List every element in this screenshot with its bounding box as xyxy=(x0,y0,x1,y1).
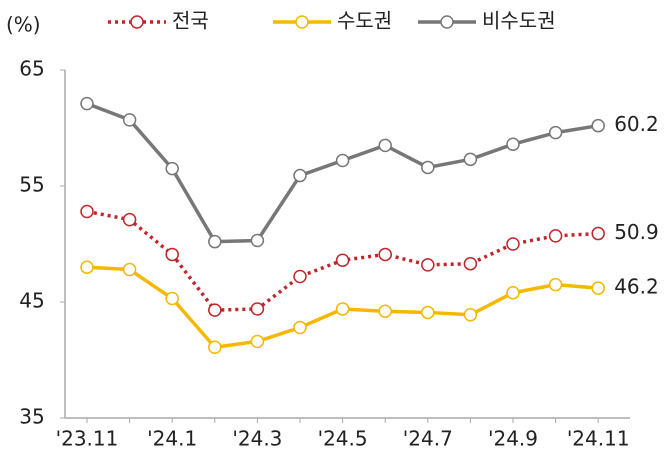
point xyxy=(208,234,222,249)
y-tick-label: 65 xyxy=(19,57,44,81)
point xyxy=(591,226,605,241)
point xyxy=(165,161,179,176)
x-tick-label: '24.9 xyxy=(488,427,538,451)
point xyxy=(463,152,478,167)
legend-label: 수도권 xyxy=(337,9,392,33)
point xyxy=(335,153,350,168)
point xyxy=(335,302,350,316)
x-tick-label: '24.11 xyxy=(567,427,630,451)
value-label: 50.9 xyxy=(614,220,659,244)
point xyxy=(421,305,435,320)
point xyxy=(591,118,605,133)
point xyxy=(463,308,478,322)
point xyxy=(293,168,307,183)
point xyxy=(80,96,94,111)
point xyxy=(80,204,94,219)
point xyxy=(548,229,563,243)
point xyxy=(378,138,392,153)
x-tick-label: '24.1 xyxy=(147,427,197,451)
y-tick-label: 45 xyxy=(19,289,44,313)
point xyxy=(250,302,265,316)
point xyxy=(208,303,222,317)
legend-marker xyxy=(440,15,454,29)
point xyxy=(548,277,563,292)
point xyxy=(250,233,265,248)
point xyxy=(591,281,605,295)
legend-label: 전국 xyxy=(172,9,209,33)
point xyxy=(378,304,392,319)
x-tick-label: '24.5 xyxy=(318,427,368,451)
point xyxy=(421,160,435,175)
point xyxy=(548,125,563,140)
point xyxy=(293,320,307,335)
point xyxy=(421,258,435,272)
point xyxy=(165,291,179,306)
point xyxy=(506,285,520,300)
x-tick-label: '24.3 xyxy=(232,427,282,451)
point xyxy=(463,256,478,271)
x-tick-label: '24.7 xyxy=(403,427,453,451)
series-line xyxy=(86,102,599,244)
point xyxy=(80,260,94,274)
point xyxy=(122,212,137,227)
y-tick-label: 55 xyxy=(19,173,44,197)
point xyxy=(250,334,265,349)
legend-marker xyxy=(295,15,309,29)
value-label: 46.2 xyxy=(614,275,659,299)
y-tick-label: 35 xyxy=(19,405,44,429)
point xyxy=(335,253,350,267)
x-tick-label: '23.11 xyxy=(56,427,119,451)
point xyxy=(506,237,520,251)
y-axis-label: (%) xyxy=(6,13,41,37)
point xyxy=(293,269,307,284)
point xyxy=(122,262,137,277)
legend-marker xyxy=(130,15,144,29)
point xyxy=(122,113,137,127)
legend-label: 비수도권 xyxy=(482,9,556,33)
point xyxy=(208,340,222,354)
point xyxy=(165,247,179,262)
value-label: 60.2 xyxy=(614,112,659,136)
point xyxy=(378,247,392,262)
point xyxy=(506,137,520,151)
